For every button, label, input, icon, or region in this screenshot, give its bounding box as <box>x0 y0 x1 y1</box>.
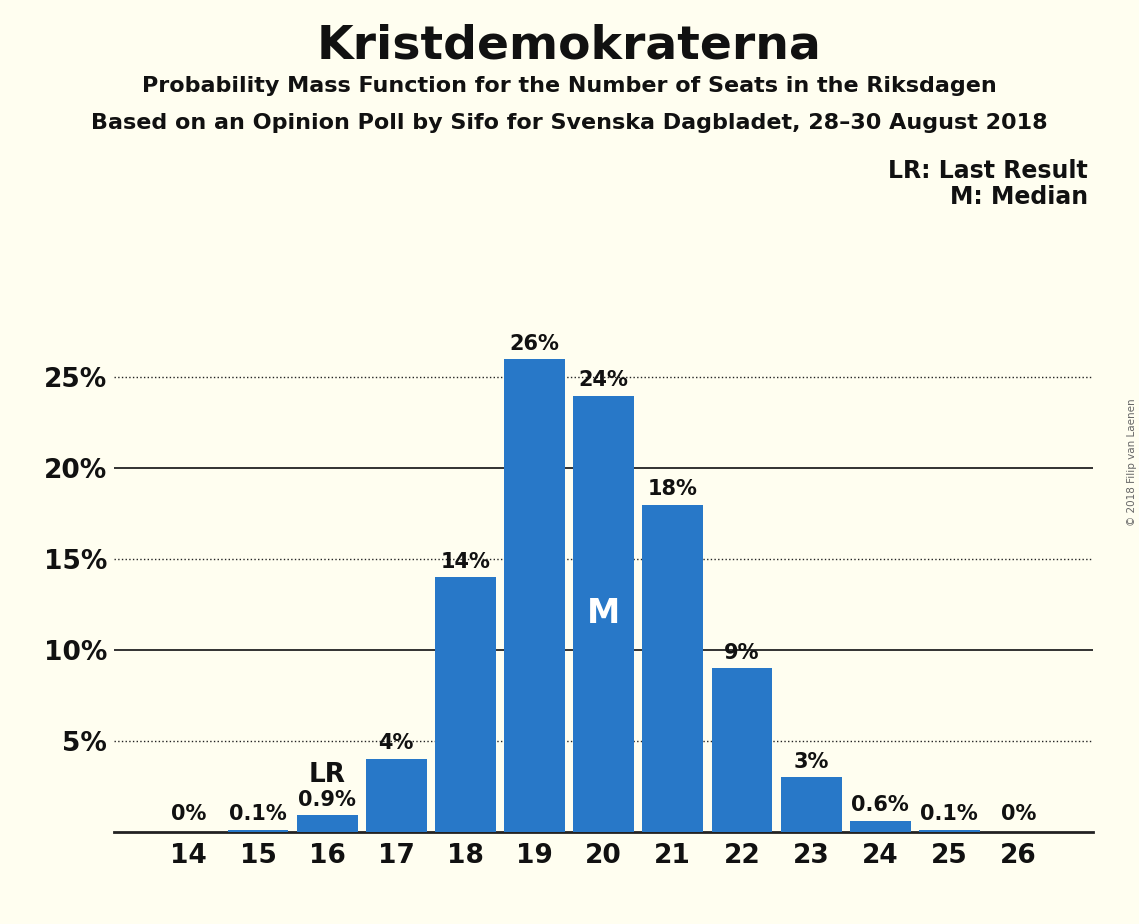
Text: LR: Last Result: LR: Last Result <box>888 159 1088 183</box>
Text: 0%: 0% <box>171 804 206 824</box>
Bar <box>505 359 565 832</box>
Text: 4%: 4% <box>378 734 413 753</box>
Text: Kristdemokraterna: Kristdemokraterna <box>317 23 822 68</box>
Bar <box>435 578 495 832</box>
Text: 18%: 18% <box>648 480 698 499</box>
Text: 0.9%: 0.9% <box>298 790 357 809</box>
Bar <box>573 395 634 832</box>
Text: Based on an Opinion Poll by Sifo for Svenska Dagbladet, 28–30 August 2018: Based on an Opinion Poll by Sifo for Sve… <box>91 113 1048 133</box>
Text: 0.1%: 0.1% <box>920 804 978 824</box>
Bar <box>850 821 911 832</box>
Bar <box>228 830 288 832</box>
Bar <box>296 815 358 832</box>
Text: © 2018 Filip van Laenen: © 2018 Filip van Laenen <box>1126 398 1137 526</box>
Text: Probability Mass Function for the Number of Seats in the Riksdagen: Probability Mass Function for the Number… <box>142 76 997 96</box>
Bar <box>366 759 427 832</box>
Text: LR: LR <box>309 762 345 788</box>
Bar <box>780 777 842 832</box>
Bar <box>642 505 703 832</box>
Text: 24%: 24% <box>579 371 629 390</box>
Text: M: M <box>587 597 621 630</box>
Text: 26%: 26% <box>509 334 559 354</box>
Text: M: Median: M: Median <box>950 185 1088 209</box>
Bar <box>712 668 772 832</box>
Bar <box>919 830 980 832</box>
Text: 3%: 3% <box>794 751 829 772</box>
Text: 0.6%: 0.6% <box>851 796 909 815</box>
Text: 0.1%: 0.1% <box>229 804 287 824</box>
Text: 9%: 9% <box>724 643 760 663</box>
Text: 14%: 14% <box>441 552 490 572</box>
Text: 0%: 0% <box>1001 804 1036 824</box>
